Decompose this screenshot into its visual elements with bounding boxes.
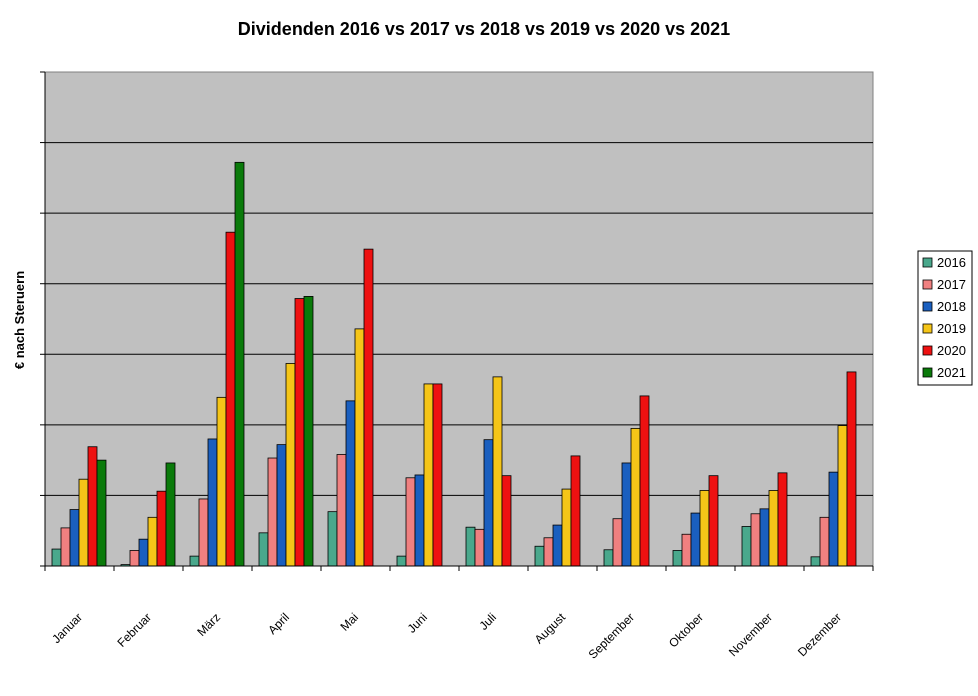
bar-2019-august xyxy=(561,488,572,567)
bar-2017-märz xyxy=(198,498,209,567)
legend-label-2017: 2017 xyxy=(937,277,966,292)
bar-2018-juli xyxy=(483,439,494,567)
bar-2017-juni xyxy=(405,477,416,567)
bar-2018-januar xyxy=(69,509,80,567)
bar-2018-august xyxy=(552,524,563,567)
bar-2016-juni xyxy=(396,555,407,567)
bar-2016-august xyxy=(534,545,545,567)
bar-2019-mai xyxy=(354,328,365,567)
legend-swatch-2019 xyxy=(922,323,933,334)
bar-2018-mai xyxy=(345,400,356,567)
bar-2016-november xyxy=(741,526,752,567)
bar-2018-juni xyxy=(414,474,425,567)
legend-box xyxy=(917,250,973,386)
bar-2019-april xyxy=(285,363,296,567)
bar-2018-februar xyxy=(138,538,149,567)
bar-2021-februar xyxy=(165,462,176,567)
x-tick-label: September xyxy=(586,610,637,661)
bar-2019-september xyxy=(630,427,641,567)
legend-label-2020: 2020 xyxy=(937,343,966,358)
bar-2021-januar xyxy=(96,459,107,567)
bar-2019-dezember xyxy=(837,425,848,567)
bar-2017-juli xyxy=(474,528,485,567)
legend: 2016 2017 2018 2019 2020 2021 xyxy=(917,250,973,386)
bar-2017-dezember xyxy=(819,516,830,567)
bar-2016-oktober xyxy=(672,550,683,567)
bar-2017-mai xyxy=(336,454,347,567)
bar-2017-september xyxy=(612,518,623,567)
bar-2019-februar xyxy=(147,516,158,567)
bar-2017-oktober xyxy=(681,533,692,567)
bar-2017-august xyxy=(543,537,554,567)
bar-2018-oktober xyxy=(690,512,701,567)
x-tick-label: Dezember xyxy=(795,610,844,659)
bar-2016-april xyxy=(258,532,269,567)
legend-label-2021: 2021 xyxy=(937,365,966,380)
x-tick-label: Mai xyxy=(337,610,361,634)
bar-2019-juni xyxy=(423,383,434,567)
bar-2016-september xyxy=(603,549,614,567)
legend-label-2016: 2016 xyxy=(937,255,966,270)
bar-2018-märz xyxy=(207,438,218,567)
x-tick-label: März xyxy=(194,610,223,639)
x-tick-label: Januar xyxy=(49,610,85,646)
bar-2017-november xyxy=(750,513,761,567)
chart-title: Dividenden 2016 vs 2017 vs 2018 vs 2019 … xyxy=(238,19,730,39)
bar-2021-april xyxy=(303,296,314,567)
bar-2020-april xyxy=(294,298,305,567)
bar-2019-januar xyxy=(78,478,89,567)
bar-2020-oktober xyxy=(708,475,719,567)
x-tick-label: August xyxy=(532,610,569,647)
x-tick-label: Februar xyxy=(114,610,154,650)
legend-label-2018: 2018 xyxy=(937,299,966,314)
bar-2020-juni xyxy=(432,383,443,567)
legend-swatch-2020 xyxy=(922,345,933,356)
bar-2020-februar xyxy=(156,490,167,567)
bar-2016-juli xyxy=(465,526,476,567)
bar-2018-april xyxy=(276,444,287,567)
bar-2016-dezember xyxy=(810,556,821,567)
bar-2019-märz xyxy=(216,396,227,567)
x-tick-labels: Januar Februar März April Mai Juni Juli August S… xyxy=(49,610,844,662)
gridlines xyxy=(45,142,873,496)
legend-label-2019: 2019 xyxy=(937,321,966,336)
plot-area xyxy=(44,71,874,567)
bar-2019-oktober xyxy=(699,490,710,567)
bar-2020-juli xyxy=(501,475,512,567)
bar-2020-dezember xyxy=(846,371,857,567)
legend-swatch-2018 xyxy=(922,301,933,312)
bar-2020-märz xyxy=(225,231,236,567)
x-tick-label: Oktober xyxy=(666,610,706,650)
x-tick-label: Juni xyxy=(405,610,430,635)
x-tick-label: Juli xyxy=(476,610,499,633)
axes xyxy=(40,71,874,571)
legend-swatch-2021 xyxy=(922,367,933,378)
legend-swatch-2016 xyxy=(922,257,933,268)
bar-2020-mai xyxy=(363,248,374,567)
bar-2016-märz xyxy=(189,555,200,567)
bars xyxy=(51,161,857,567)
bar-2016-mai xyxy=(327,511,338,567)
bar-2017-januar xyxy=(60,527,71,567)
x-tick-label: April xyxy=(265,610,292,637)
bar-2019-november xyxy=(768,490,779,567)
y-axis-label: € nach Steruern xyxy=(12,271,27,369)
bar-2018-september xyxy=(621,462,632,567)
bar-2018-november xyxy=(759,508,770,567)
bar-2020-november xyxy=(777,472,788,567)
bar-2017-april xyxy=(267,457,278,567)
bar-2020-januar xyxy=(87,446,98,567)
bar-2017-februar xyxy=(129,550,140,567)
bar-2019-juli xyxy=(492,376,503,567)
legend-swatch-2017 xyxy=(922,279,933,290)
x-tick-label: November xyxy=(726,610,775,659)
bar-2018-dezember xyxy=(828,471,839,567)
bar-2021-märz xyxy=(234,161,245,567)
bar-2020-august xyxy=(570,455,581,567)
bar-2020-september xyxy=(639,395,650,567)
bar-2016-januar xyxy=(51,548,62,567)
